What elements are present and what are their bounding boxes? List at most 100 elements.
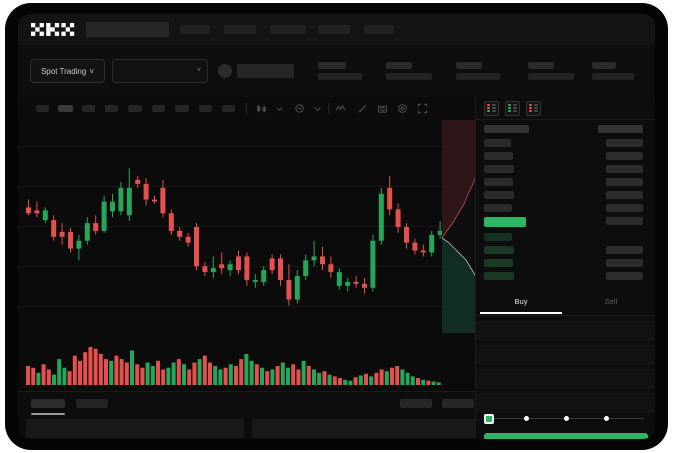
buy-sell-tabs: Buy Sell xyxy=(476,293,655,316)
orderbook-ask-row[interactable] xyxy=(484,165,514,173)
orderbook-view-toggles xyxy=(484,101,541,116)
toolbar-divider-1 xyxy=(246,103,247,114)
chart-gridline xyxy=(18,226,655,227)
market-type-label: Spot Trading xyxy=(40,66,87,76)
camera-icon[interactable] xyxy=(377,103,388,114)
chart-gridline xyxy=(18,266,655,267)
trading-pair-name xyxy=(237,64,294,78)
chevron-down-icon-2[interactable] xyxy=(312,103,323,114)
total-field[interactable] xyxy=(476,393,655,412)
chevron-down-icon: ˅ xyxy=(196,67,201,74)
tab-sell[interactable]: Sell xyxy=(604,297,618,306)
chart-gridline xyxy=(18,146,655,147)
chevron-down-icon[interactable] xyxy=(274,103,285,114)
trading-pair-select[interactable]: ˅ xyxy=(112,59,208,83)
orderbook-last-amount xyxy=(606,217,643,225)
volume-series xyxy=(26,347,441,385)
orderbook-ask-amount xyxy=(606,178,643,186)
timeframe-4h[interactable] xyxy=(152,105,165,112)
timeframe-1d[interactable] xyxy=(175,105,189,112)
chart-gridline xyxy=(18,186,655,187)
orderbook-ask-amount xyxy=(606,204,643,212)
chevron-down-icon: ˅ xyxy=(89,66,95,76)
amount-percent-slider[interactable] xyxy=(484,413,648,425)
orderbook-bid-amount xyxy=(606,272,643,280)
submit-buy-button[interactable] xyxy=(484,433,648,439)
orderbook-header-price xyxy=(484,125,529,133)
slider-step-25[interactable] xyxy=(524,416,529,421)
active-tab-underline xyxy=(480,312,562,314)
drawing-tool-icon[interactable] xyxy=(357,103,368,114)
hide-other-pairs-button[interactable] xyxy=(400,399,432,408)
orderbook-ask-amount xyxy=(606,152,643,160)
timeframe-30m[interactable] xyxy=(105,105,118,112)
timeframe-more[interactable] xyxy=(222,105,235,112)
orderbook-ask-amount xyxy=(606,139,643,147)
line-chart-icon[interactable] xyxy=(335,103,346,114)
market-type-dropdown[interactable]: Spot Trading ˅ xyxy=(30,59,105,83)
orderbook-bid-amount xyxy=(606,246,643,254)
nav-item-more[interactable] xyxy=(364,25,394,34)
stat-24h-high xyxy=(456,62,500,80)
orderbook-ask-row[interactable] xyxy=(484,152,513,160)
tab-order-history[interactable] xyxy=(76,399,108,408)
positions-card[interactable] xyxy=(252,419,477,438)
timeframe-1h[interactable] xyxy=(128,105,142,112)
stat-24h-change xyxy=(386,62,432,80)
orderbook-bid-row[interactable] xyxy=(484,272,514,280)
orderbook-bid-row[interactable] xyxy=(484,246,514,254)
candlestick-chart-icon[interactable] xyxy=(256,103,267,114)
nav-item-trade[interactable] xyxy=(224,25,256,34)
timeframe-1m[interactable] xyxy=(36,105,49,112)
timeframe-1w[interactable] xyxy=(199,105,212,112)
chart-gridline xyxy=(18,306,655,307)
app-screen: Spot Trading ˅ ˅ xyxy=(18,14,655,439)
order-type-field[interactable] xyxy=(476,321,655,340)
orderbook-view-both-icon[interactable] xyxy=(484,101,499,116)
orderbook-bid-row[interactable] xyxy=(484,233,512,241)
orderbook-ask-amount xyxy=(606,165,643,173)
orderbook-bid-row[interactable] xyxy=(484,259,513,267)
amount-field[interactable] xyxy=(476,369,655,388)
toolbar-divider-2 xyxy=(328,103,329,114)
orderbook-last-price xyxy=(484,217,526,227)
volume-chart xyxy=(18,333,655,391)
coin-avatar xyxy=(218,64,232,78)
indicators-icon[interactable] xyxy=(294,103,305,114)
top-navigation-bar xyxy=(18,14,655,45)
orderbook-view-bids-icon[interactable] xyxy=(505,101,520,116)
stat-24h-volume xyxy=(528,62,574,80)
orderbook-ask-row[interactable] xyxy=(484,178,513,186)
orderbook-panel: Buy Sell xyxy=(475,97,655,439)
orderbook-ask-row[interactable] xyxy=(484,139,511,147)
nav-item-markets[interactable] xyxy=(180,25,210,34)
active-tab-underline xyxy=(31,413,65,415)
nav-item-derivatives[interactable] xyxy=(270,25,306,34)
price-field[interactable] xyxy=(476,345,655,364)
timeframe-5m[interactable] xyxy=(58,105,73,112)
orderbook-ask-amount xyxy=(606,191,643,199)
slider-step-75[interactable] xyxy=(604,416,609,421)
orderbook-header-amount xyxy=(598,125,643,133)
assets-card[interactable] xyxy=(26,419,244,438)
market-toolbar: Spot Trading ˅ ˅ xyxy=(18,45,655,98)
fullscreen-icon[interactable] xyxy=(417,103,428,114)
orderbook-bid-amount xyxy=(606,259,643,267)
search-input[interactable] xyxy=(86,22,169,37)
stat-24h-low xyxy=(592,62,634,80)
orderbook-ask-row[interactable] xyxy=(484,191,514,199)
okx-logo[interactable] xyxy=(31,23,75,36)
stat-last-price xyxy=(318,62,362,80)
orderbook-ask-row[interactable] xyxy=(484,204,512,212)
orderbook-view-asks-icon[interactable] xyxy=(526,101,541,116)
slider-step-50[interactable] xyxy=(564,416,569,421)
settings-gear-icon[interactable] xyxy=(397,103,408,114)
panel-divider xyxy=(476,119,655,120)
timeframe-15m[interactable] xyxy=(82,105,95,112)
nav-item-earn[interactable] xyxy=(318,25,350,34)
cancel-all-button[interactable] xyxy=(442,399,474,408)
tab-open-orders[interactable] xyxy=(31,399,65,408)
tab-buy[interactable]: Buy xyxy=(514,297,528,306)
slider-handle[interactable] xyxy=(484,414,494,424)
